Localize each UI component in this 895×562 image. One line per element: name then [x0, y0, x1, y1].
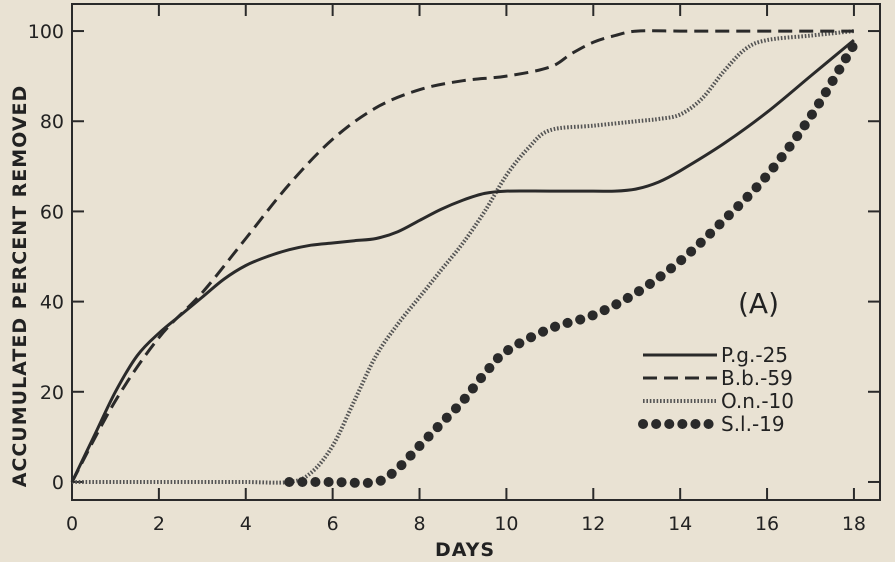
ticks [71, 4, 880, 500]
plot-frame [71, 3, 881, 501]
series-layer [70, 29, 859, 488]
y-tick-label: 0 [52, 472, 64, 494]
y-tick-label: 80 [40, 111, 64, 133]
x-tick-label: 14 [668, 513, 692, 535]
x-tick-label: 16 [755, 513, 779, 535]
legend-label-3: S.l.-19 [721, 412, 785, 436]
panel-annotation: (A) [738, 287, 779, 320]
legend: P.g.-25B.b.-59O.n.-10S.l.-19 [638, 343, 794, 436]
x-tick-label: 8 [413, 513, 425, 535]
y-axis-title: ACCUMULATED PERCENT REMOVED [9, 85, 31, 488]
series-line-1 [70, 29, 854, 483]
y-tick-label: 100 [28, 21, 64, 43]
series-line-0 [70, 38, 855, 483]
x-tick-label: 10 [494, 513, 518, 535]
series-line-3 [284, 39, 859, 488]
x-tick-label: 2 [153, 513, 165, 535]
x-tick-label: 6 [327, 513, 339, 535]
legend-label-0: P.g.-25 [721, 343, 788, 367]
legend-label-1: B.b.-59 [721, 366, 793, 390]
x-axis-title: DAYS [435, 539, 495, 561]
y-tick-label: 20 [40, 382, 64, 404]
x-tick-label: 12 [581, 513, 605, 535]
x-tick-label: 4 [240, 513, 252, 535]
x-tick-label: 0 [66, 513, 78, 535]
legend-label-2: O.n.-10 [721, 389, 794, 413]
y-tick-label: 40 [40, 292, 64, 314]
y-tick-label: 60 [40, 201, 64, 223]
x-tick-label: 18 [842, 513, 866, 535]
series-line-2 [72, 29, 855, 485]
tick-labels: 0 2 4 6 8 10 12 14 16 18 0 20 40 60 80 100 [28, 21, 866, 535]
